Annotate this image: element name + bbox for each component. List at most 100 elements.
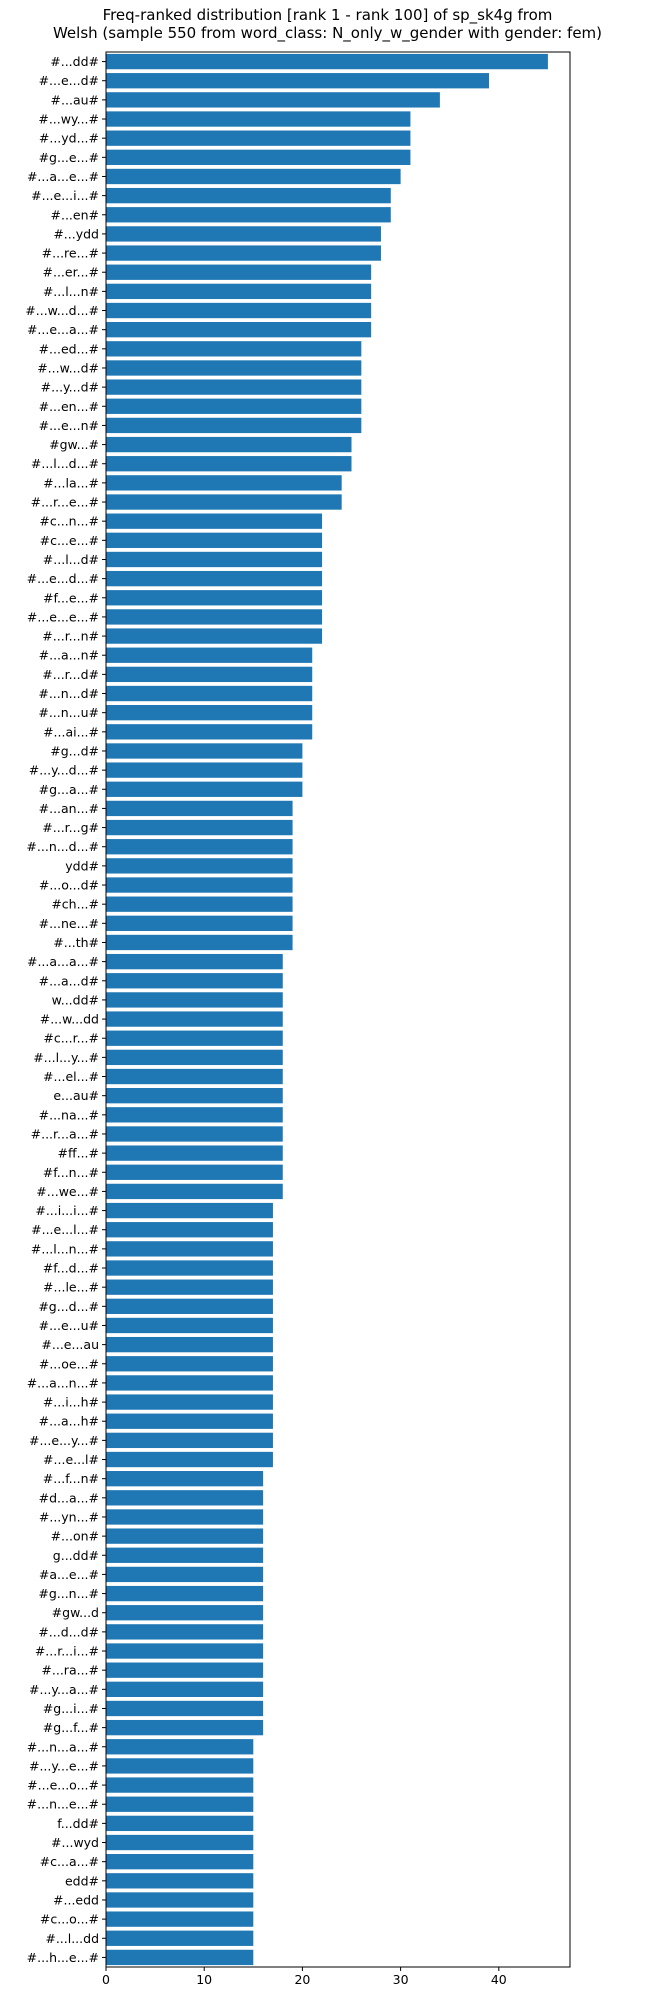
bar: [106, 1088, 283, 1104]
y-tick-label: #...dd#: [50, 54, 99, 69]
y-tick-label: #...ra...#: [41, 1663, 99, 1678]
bar: [106, 953, 283, 970]
bar: [106, 379, 362, 395]
y-tick-label: #...wy...#: [38, 112, 99, 127]
y-tick-label: #...yn...#: [39, 1509, 99, 1524]
y-tick-label: #...yd...#: [39, 131, 99, 146]
bar: [106, 92, 440, 108]
bar: [106, 1068, 283, 1085]
y-tick-label: #ch...#: [51, 897, 99, 912]
bar: [106, 743, 303, 759]
y-tick-label: #c...e...#: [40, 533, 99, 548]
y-tick-label: #...e...d...#: [27, 571, 99, 586]
y-tick-label: #...d...d#: [38, 1624, 99, 1639]
y-tick-label: #...a...n#: [39, 648, 99, 663]
chart-title: Freq-ranked distribution [rank 1 - rank …: [102, 6, 553, 24]
y-tick-label: #...e...y...#: [29, 1433, 99, 1448]
y-tick-label: #g...n...#: [38, 1586, 99, 1601]
bar: [106, 1107, 283, 1123]
y-tick-label: #...y...a...#: [29, 1682, 99, 1697]
y-tick-label: #g...d...#: [38, 1299, 99, 1314]
bar: [106, 1375, 273, 1391]
bar: [106, 1585, 264, 1602]
bar: [106, 436, 352, 453]
bar: [106, 1164, 283, 1180]
bar: [106, 896, 293, 912]
y-tick-label: #...w...d#: [37, 360, 99, 375]
bar: [106, 283, 372, 300]
y-tick-label: #c...a...#: [40, 1854, 99, 1869]
y-tick-label: #ff...#: [58, 1146, 99, 1161]
bar: [106, 341, 362, 357]
y-tick-label: #...e...au: [41, 1337, 99, 1352]
y-tick-label: #...e...l#: [43, 1452, 99, 1467]
y-tick-label: w...dd#: [52, 992, 99, 1007]
bar: [106, 1834, 254, 1851]
y-tick-label: #...i...h#: [43, 1395, 99, 1410]
y-tick-label: #...n...a...#: [27, 1739, 99, 1754]
bar: [106, 800, 293, 817]
bar: [106, 934, 293, 951]
bar: [106, 1758, 254, 1774]
y-tick-label: #...h...e...#: [27, 1950, 99, 1965]
bar: [106, 1049, 283, 1066]
y-tick-label: ydd#: [65, 858, 99, 873]
y-tick-label: #...l...n#: [43, 284, 99, 299]
y-tick-label: #...e...o...#: [27, 1778, 99, 1793]
y-tick-label: #...el...#: [43, 1069, 99, 1084]
bar: [106, 532, 323, 548]
bar: [106, 475, 342, 491]
y-tick-label: #...edd: [53, 1892, 99, 1907]
bar: [106, 1681, 264, 1697]
y-tick-label: #...l...d#: [43, 552, 99, 567]
y-tick-label: #f...n...#: [43, 1165, 99, 1180]
bar: [106, 264, 372, 280]
bar: [106, 762, 303, 778]
bar: [106, 1547, 264, 1563]
y-tick-label: #g...e...#: [39, 150, 99, 165]
bar: [106, 819, 293, 836]
bar: [106, 360, 362, 376]
y-tick-label: #...n...e...#: [27, 1797, 99, 1812]
y-tick-label: #...a...n...#: [27, 1375, 99, 1390]
y-tick-label: #...a...e...#: [27, 169, 99, 184]
bar: [106, 302, 372, 319]
bar: [106, 551, 323, 568]
bar: [106, 1873, 254, 1889]
y-tick-label: #...i...i...#: [35, 1203, 99, 1218]
bar: [106, 1451, 273, 1468]
bar: [106, 1356, 273, 1372]
y-tick-label: #c...r...#: [43, 1031, 99, 1046]
y-tick-label: #...oe...#: [39, 1356, 99, 1371]
y-tick-label: #gw...#: [49, 437, 99, 452]
y-tick-label: #...l...y...#: [33, 1050, 99, 1065]
y-tick-label: g...dd#: [53, 1548, 99, 1563]
bar: [106, 1643, 264, 1659]
bar: [106, 1490, 264, 1506]
bar: [106, 685, 313, 702]
y-tick-label: #...r...i...#: [35, 1644, 99, 1659]
y-tick-label: #...e...l...#: [31, 1222, 99, 1237]
bar: [106, 226, 381, 242]
y-tick-label: #g...a...#: [39, 782, 99, 797]
bar: [106, 992, 283, 1008]
bar: [106, 647, 313, 663]
y-tick-label: #...w...d...#: [25, 303, 99, 318]
y-tick-label: #...th#: [53, 935, 99, 950]
y-tick-label: #...y...e...#: [29, 1758, 99, 1773]
y-tick-label: #...e...u#: [39, 1318, 99, 1333]
y-tick-label: #...r...e...#: [31, 495, 99, 510]
y-tick-label: #...n...u#: [38, 705, 99, 720]
bar: [106, 1624, 264, 1640]
y-tick-label: #...ai...#: [43, 724, 99, 739]
y-tick-label: #g...d#: [50, 743, 99, 758]
bar: [106, 858, 293, 874]
plot-frame: [105, 51, 571, 1968]
y-tick-label: #g...i...#: [43, 1701, 99, 1716]
bar: [106, 839, 293, 855]
y-tick-label: #...re...#: [42, 246, 99, 261]
y-tick-label: #...n...d#: [38, 686, 99, 701]
y-tick-label: #...on#: [51, 1529, 99, 1544]
